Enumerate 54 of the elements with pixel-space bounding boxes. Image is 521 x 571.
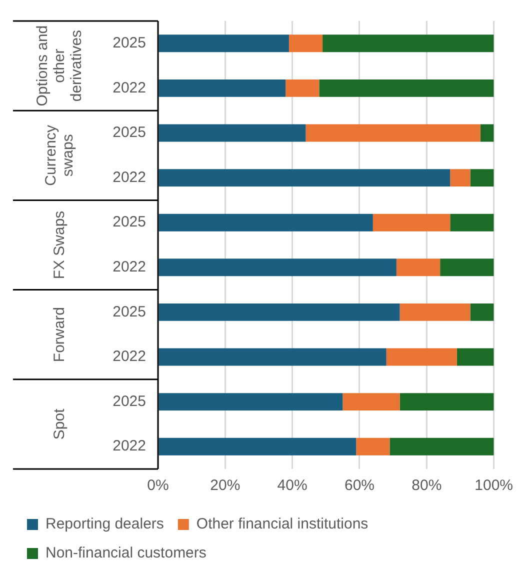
y-tick-label: 2022	[112, 258, 146, 276]
legend-label: Other financial institutions	[196, 516, 368, 533]
bar	[480, 124, 494, 142]
y-tick-label: 2025	[112, 214, 146, 231]
bar	[372, 214, 450, 232]
bar	[319, 79, 494, 97]
bar	[386, 348, 457, 366]
legend-label: Non-financial customers	[46, 544, 206, 562]
bar	[400, 303, 470, 321]
bar	[288, 34, 323, 52]
y-tick-label: 2022	[112, 79, 146, 96]
bar	[286, 79, 320, 97]
x-tick-label: 100%	[474, 477, 514, 494]
bar	[450, 169, 470, 187]
bar	[158, 34, 289, 52]
bar	[440, 258, 494, 276]
text: Forward	[51, 307, 68, 362]
bar	[396, 258, 440, 276]
y-tick-label: 2022	[112, 168, 146, 186]
bar	[400, 393, 494, 411]
bar	[470, 303, 494, 321]
bar	[158, 258, 396, 276]
bar	[470, 169, 494, 187]
y-tick-label: 2025	[112, 124, 146, 142]
y-tick-label: 2022	[112, 438, 146, 455]
text: FX Swaps	[51, 210, 68, 280]
x-tick-label: 80%	[412, 477, 442, 494]
text: Spot	[51, 408, 68, 440]
y-tick-label: 2022	[112, 348, 146, 366]
x-tick-label: 20%	[210, 477, 240, 494]
bar	[158, 79, 286, 97]
y-tick-label: 2025	[112, 34, 146, 52]
bar	[342, 393, 400, 411]
y-tick-label: 2025	[112, 303, 146, 320]
x-tick-label: 60%	[344, 477, 375, 494]
text: Currency swaps	[42, 124, 77, 186]
bar	[158, 124, 306, 142]
bar	[158, 303, 400, 321]
bar	[158, 214, 373, 232]
x-tick-label: 0%	[147, 477, 169, 494]
bar	[450, 214, 494, 232]
bar	[306, 124, 480, 142]
text: Options and other derivatives	[34, 25, 86, 106]
y-tick-label: 2025	[112, 392, 146, 410]
bar	[158, 438, 356, 456]
bar	[158, 348, 386, 366]
bar	[158, 169, 450, 187]
bar	[158, 393, 343, 411]
x-tick-label: 40%	[277, 477, 308, 494]
bar	[322, 34, 494, 52]
legend-label: Reporting dealers	[46, 516, 164, 533]
bar	[356, 438, 390, 456]
bar	[456, 348, 494, 366]
bar	[390, 438, 494, 456]
